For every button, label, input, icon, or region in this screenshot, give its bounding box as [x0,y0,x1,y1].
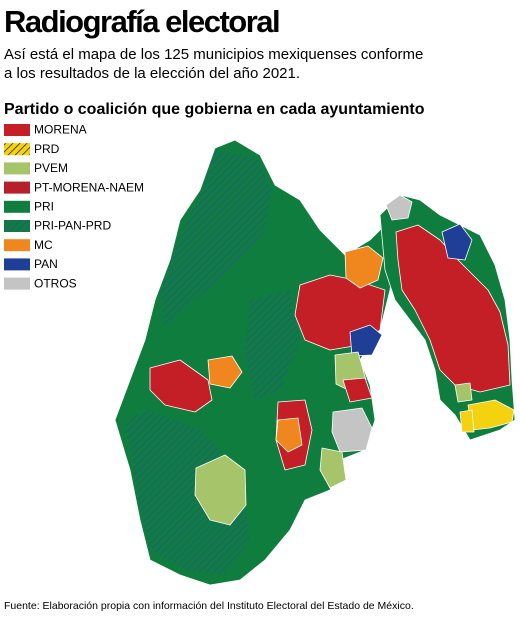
legend-swatch [4,124,30,136]
legend-title: Partido o coalición que gobierna en cada… [4,101,425,118]
legend-label: PRI [34,199,54,213]
legend: MORENA PRD PVEM PT-MORENA-NAEM PRI PRI-PAN-PR… [4,123,144,290]
legend-swatch-hatch [4,220,30,232]
region [342,377,373,403]
legend-swatch-hatch [4,143,30,156]
region [459,409,475,433]
legend-label: MORENA [34,123,87,137]
title: Radiografía electoral [4,4,279,39]
legend-label: PRD [34,142,60,156]
legend-label: OTROS [34,276,77,290]
subtitle: a los resultados de la elección del año … [4,65,300,82]
legend-swatch [4,181,30,194]
legend-swatch [4,162,30,175]
region [441,223,473,261]
legend-label: PVEM [34,161,68,175]
source: Fuente: Elaboración propia con informaci… [4,600,414,612]
hatch-area [125,410,250,575]
region [275,417,303,453]
hatch-area [245,290,300,400]
region [149,359,213,413]
region [207,355,243,389]
legend-label: PRI-PAN-PRD [34,219,111,233]
region [319,447,347,489]
legend-label: PT-MORENA-NAEM [34,180,144,194]
region [194,454,247,526]
legend-label: PAN [34,257,58,271]
hatch-area [160,150,272,330]
region [454,382,473,403]
legend-swatch [4,277,30,290]
region [344,245,384,289]
region [385,194,413,221]
region [331,407,373,453]
legend-label: MC [34,238,53,252]
legend-swatch [4,200,30,213]
subtitle: Así está el mapa de los 125 municipios m… [4,46,423,63]
region [349,324,383,357]
legend-swatch [4,239,30,252]
legend-swatch [4,258,30,271]
map [114,139,516,586]
